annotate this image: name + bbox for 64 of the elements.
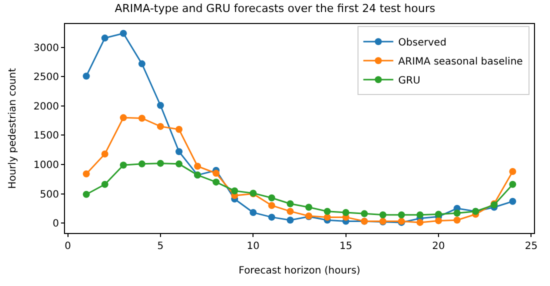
legend-label: ARIMA seasonal baseline <box>398 56 523 68</box>
point <box>324 214 331 221</box>
point <box>305 204 312 211</box>
point <box>101 180 108 188</box>
point <box>138 114 146 122</box>
point <box>379 211 386 218</box>
point <box>509 180 516 188</box>
point <box>120 114 127 122</box>
point <box>176 126 183 133</box>
legend-label: GRU <box>398 75 420 86</box>
point <box>138 160 146 168</box>
point <box>342 209 350 216</box>
y-tick-label: 500 <box>40 189 59 200</box>
point <box>268 214 276 221</box>
x-tick-label: 10 <box>246 241 260 252</box>
chart-title: ARIMA-type and GRU forecasts over the first 24 test hours <box>114 2 436 15</box>
point <box>101 150 108 158</box>
point <box>82 190 90 198</box>
point <box>250 209 257 216</box>
x-tick-label: 20 <box>432 241 445 252</box>
x-tick-label: 15 <box>339 241 352 252</box>
point <box>120 162 127 169</box>
y-axis-title: Hourly pedestrian count <box>8 68 19 189</box>
x-axis-title: Forecast horizon (hours) <box>238 266 360 276</box>
y-tick-label: 1500 <box>34 130 59 142</box>
point <box>176 160 183 168</box>
point <box>268 202 276 209</box>
point <box>435 217 442 224</box>
point <box>416 211 424 218</box>
point <box>286 208 294 215</box>
point <box>120 30 127 37</box>
y-tick-label: 2500 <box>34 72 59 84</box>
point <box>212 178 220 186</box>
point <box>156 122 164 130</box>
point <box>416 218 424 226</box>
y-tick-label: 1000 <box>34 160 59 171</box>
point <box>156 160 164 167</box>
point <box>509 198 516 205</box>
y-tick-label: 2000 <box>34 101 59 112</box>
point <box>176 148 183 156</box>
point <box>268 194 276 202</box>
x-tick-label: 0 <box>64 241 71 252</box>
point <box>324 208 331 215</box>
point <box>286 216 294 224</box>
point <box>82 170 90 178</box>
legend-label: Observed <box>398 37 446 48</box>
point <box>212 170 220 177</box>
point <box>454 210 461 217</box>
x-tick-label: 5 <box>157 241 164 252</box>
point <box>156 102 164 109</box>
y-tick-label: 0 <box>52 218 59 230</box>
point <box>360 210 368 218</box>
point <box>398 211 405 218</box>
point <box>194 162 202 170</box>
point <box>286 200 294 208</box>
x-tick-label: 25 <box>524 241 538 252</box>
point <box>231 187 238 194</box>
point <box>138 60 146 68</box>
point <box>82 72 90 80</box>
point <box>101 34 108 42</box>
point <box>509 168 516 176</box>
y-tick-label: 3000 <box>34 42 59 54</box>
point <box>435 210 442 218</box>
point <box>454 216 461 224</box>
